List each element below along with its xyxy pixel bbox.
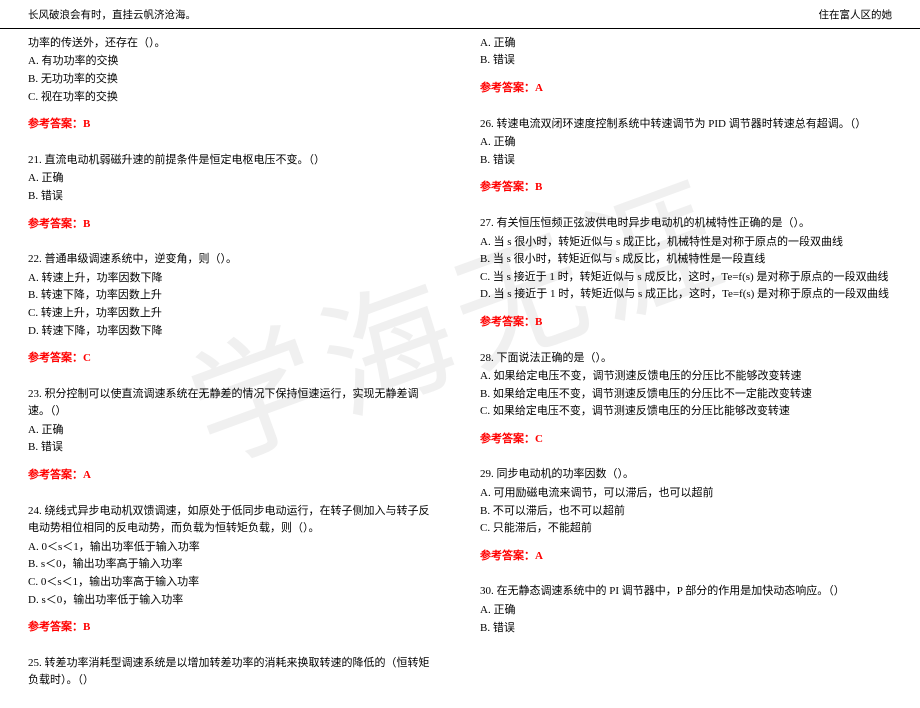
q29-opt-a: A. 可用励磁电流来调节，可以滞后，也可以超前 [480,485,892,503]
q25r-opt-b: B. 错误 [480,52,892,70]
q26-opt-a: A. 正确 [480,134,892,152]
q24-answer: 参考答案：B [28,619,440,637]
q28-text: 28. 下面说法正确的是（）。 [480,350,892,368]
question-20-continuation: 功率的传送外，还存在（）。 A. 有功功率的交换 B. 无功功率的交换 C. 视… [28,35,440,134]
q27-opt-b: B. 当 s 很小时，转矩近似与 s 成反比，机械特性是一段直线 [480,251,892,269]
question-30: 30. 在无静态调速系统中的 PI 调节器中，P 部分的作用是加快动态响应。（）… [480,583,892,637]
q28-opt-b: B. 如果给定电压不变，调节测速反馈电压的分压比不一定能改变转速 [480,386,892,404]
q23-text: 23. 积分控制可以使直流调速系统在无静差的情况下保持恒速运行，实现无静差调速。… [28,386,440,421]
q22-answer: 参考答案：C [28,350,440,368]
question-28: 28. 下面说法正确的是（）。 A. 如果给定电压不变，调节测速反馈电压的分压比… [480,350,892,449]
q24-opt-d: D. s＜0，输出功率低于输入功率 [28,592,440,610]
right-column: A. 正确 B. 错误 参考答案：A 26. 转速电流双闭环速度控制系统中转速调… [460,35,892,708]
q25r-answer: 参考答案：A [480,80,892,98]
q21-text: 21. 直流电动机弱磁升速的前提条件是恒定电枢电压不变。（） [28,152,440,170]
question-26: 26. 转速电流双闭环速度控制系统中转速调节为 PID 调节器时转速总有超调。（… [480,116,892,197]
q26-answer: 参考答案：B [480,179,892,197]
q28-answer: 参考答案：C [480,431,892,449]
q24-opt-c: C. 0＜s＜1，输出功率高于输入功率 [28,574,440,592]
q20-opt-c: C. 视在功率的交换 [28,89,440,107]
q22-opt-a: A. 转速上升，功率因数下降 [28,270,440,288]
q26-opt-b: B. 错误 [480,152,892,170]
q30-opt-b: B. 错误 [480,620,892,638]
q29-text: 29. 同步电动机的功率因数（）。 [480,466,892,484]
question-23: 23. 积分控制可以使直流调速系统在无静差的情况下保持恒速运行，实现无静差调速。… [28,386,440,485]
question-29: 29. 同步电动机的功率因数（）。 A. 可用励磁电流来调节，可以滞后，也可以超… [480,466,892,565]
q20-opt-a: A. 有功功率的交换 [28,53,440,71]
q22-opt-d: D. 转速下降，功率因数下降 [28,323,440,341]
q23-answer: 参考答案：A [28,467,440,485]
q22-opt-b: B. 转速下降，功率因数上升 [28,287,440,305]
q20-opt-b: B. 无功功率的交换 [28,71,440,89]
header-right: 住在富人区的她 [819,8,893,25]
q27-answer: 参考答案：B [480,314,892,332]
q27-opt-d: D. 当 s 接近于 1 时，转矩近似与 s 成正比，这时，Te=f(s) 是对… [480,286,892,304]
q28-opt-a: A. 如果给定电压不变，调节测速反馈电压的分压比不能够改变转速 [480,368,892,386]
q20-text: 功率的传送外，还存在（）。 [28,35,440,53]
question-22: 22. 普通串级调速系统中，逆变角，则（）。 A. 转速上升，功率因数下降 B.… [28,251,440,368]
q29-answer: 参考答案：A [480,548,892,566]
q24-text: 24. 绕线式异步电动机双馈调速，如原处于低同步电动运行，在转子侧加入与转子反电… [28,503,440,538]
main-content: 功率的传送外，还存在（）。 A. 有功功率的交换 B. 无功功率的交换 C. 视… [0,29,920,708]
q22-text: 22. 普通串级调速系统中，逆变角，则（）。 [28,251,440,269]
q25r-opt-a: A. 正确 [480,35,892,53]
q25-text: 25. 转差功率消耗型调速系统是以增加转差功率的消耗来换取转速的降低的（恒转矩负… [28,655,440,690]
q21-opt-b: B. 错误 [28,188,440,206]
header-left: 长风破浪会有时，直挂云帆济沧海。 [28,8,196,25]
question-27: 27. 有关恒压恒频正弦波供电时异步电动机的机械特性正确的是（）。 A. 当 s… [480,215,892,332]
q22-opt-c: C. 转速上升，功率因数上升 [28,305,440,323]
q24-opt-a: A. 0＜s＜1，输出功率低于输入功率 [28,539,440,557]
q28-opt-c: C. 如果给定电压不变，调节测速反馈电压的分压比能够改变转速 [480,403,892,421]
q26-text: 26. 转速电流双闭环速度控制系统中转速调节为 PID 调节器时转速总有超调。（… [480,116,892,134]
q29-opt-c: C. 只能滞后，不能超前 [480,520,892,538]
q24-opt-b: B. s＜0，输出功率高于输入功率 [28,556,440,574]
q27-text: 27. 有关恒压恒频正弦波供电时异步电动机的机械特性正确的是（）。 [480,215,892,233]
left-column: 功率的传送外，还存在（）。 A. 有功功率的交换 B. 无功功率的交换 C. 视… [28,35,460,708]
q30-opt-a: A. 正确 [480,602,892,620]
q27-opt-a: A. 当 s 很小时，转矩近似与 s 成正比，机械特性是对称于原点的一段双曲线 [480,234,892,252]
question-25-right: A. 正确 B. 错误 参考答案：A [480,35,892,98]
q20-answer: 参考答案：B [28,116,440,134]
q30-text: 30. 在无静态调速系统中的 PI 调节器中，P 部分的作用是加快动态响应。（） [480,583,892,601]
q23-opt-b: B. 错误 [28,439,440,457]
page-header: 长风破浪会有时，直挂云帆济沧海。 住在富人区的她 [0,0,920,29]
q21-answer: 参考答案：B [28,216,440,234]
question-25: 25. 转差功率消耗型调速系统是以增加转差功率的消耗来换取转速的降低的（恒转矩负… [28,655,440,690]
q27-opt-c: C. 当 s 接近于 1 时，转矩近似与 s 成反比，这时，Te=f(s) 是对… [480,269,892,287]
q29-opt-b: B. 不可以滞后，也不可以超前 [480,503,892,521]
question-21: 21. 直流电动机弱磁升速的前提条件是恒定电枢电压不变。（） A. 正确 B. … [28,152,440,233]
q21-opt-a: A. 正确 [28,170,440,188]
q23-opt-a: A. 正确 [28,422,440,440]
question-24: 24. 绕线式异步电动机双馈调速，如原处于低同步电动运行，在转子侧加入与转子反电… [28,503,440,637]
